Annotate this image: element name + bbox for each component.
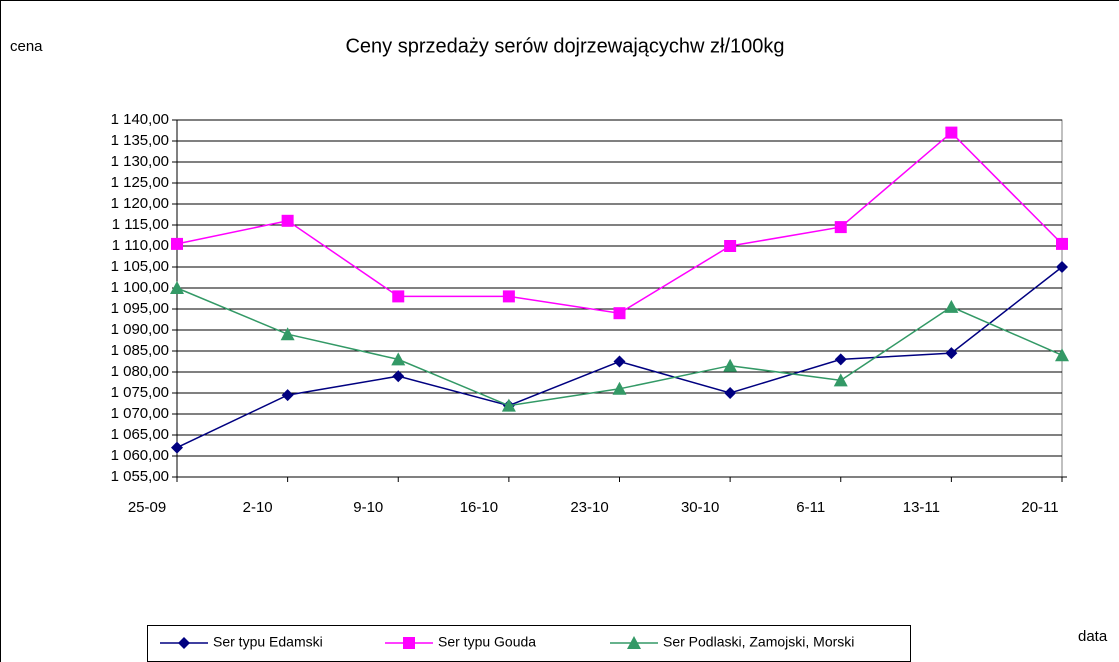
y-tick-label: 1 080,00 <box>111 363 169 380</box>
y-tick-label: 1 105,00 <box>111 258 169 275</box>
y-tick-label: 1 060,00 <box>111 447 169 464</box>
legend-marker <box>178 637 190 649</box>
y-tick-label: 1 070,00 <box>111 405 169 422</box>
legend-label: Ser Podlaski, Zamojski, Morski <box>663 634 854 650</box>
y-tick-label: 1 095,00 <box>111 300 169 317</box>
point-marker <box>1056 261 1068 273</box>
y-tick-label: 1 115,00 <box>112 216 169 233</box>
legend-marker <box>627 636 641 649</box>
legend-marker <box>403 637 415 649</box>
y-tick-label: 1 085,00 <box>111 342 169 359</box>
point-marker <box>612 381 627 395</box>
x-tick-label: 20-11 <box>1021 499 1058 516</box>
x-tick-label: 6-11 <box>796 499 825 516</box>
chart-title: Ceny sprzedaży serów dojrzewającychw zł/… <box>345 35 784 57</box>
y-tick-label: 1 065,00 <box>111 426 169 443</box>
x-tick-label: 13-11 <box>903 499 940 516</box>
y-tick-label: 1 075,00 <box>111 384 169 401</box>
x-tick-label: 25-09 <box>128 499 166 516</box>
point-marker <box>945 347 958 360</box>
point-marker <box>1056 237 1068 250</box>
x-tick-label: 30-10 <box>681 499 719 516</box>
y-tick-label: 1 140,00 <box>111 111 169 128</box>
x-tick-label: 23-10 <box>570 499 608 516</box>
y-tick-label: 1 125,00 <box>111 174 169 191</box>
point-marker <box>724 240 737 252</box>
y-tick-label: 1 090,00 <box>111 321 169 338</box>
point-marker <box>280 327 295 341</box>
point-marker <box>833 373 848 387</box>
x-tick-label: 2-10 <box>243 499 273 516</box>
point-marker <box>281 389 294 402</box>
point-marker <box>392 290 405 303</box>
legend-box <box>147 625 911 662</box>
point-marker <box>944 299 959 313</box>
y-tick-label: 1 120,00 <box>111 195 169 212</box>
point-marker <box>392 370 405 383</box>
point-marker <box>945 126 958 139</box>
x-tick-label: 9-10 <box>353 499 383 516</box>
point-marker <box>391 352 406 366</box>
y-tick-label: 1 130,00 <box>111 153 169 170</box>
legend-label: Ser typu Gouda <box>438 634 536 650</box>
point-marker <box>834 353 847 366</box>
point-marker <box>171 237 183 250</box>
point-marker <box>501 398 516 412</box>
y-tick-label: 1 100,00 <box>111 279 169 296</box>
y-tick-label: 1 135,00 <box>111 132 169 149</box>
y-tick-label: 1 055,00 <box>111 468 169 485</box>
point-marker <box>724 387 737 399</box>
x-tick-label: 16-10 <box>460 499 498 516</box>
point-marker <box>281 214 294 227</box>
point-marker <box>613 307 626 320</box>
point-marker <box>1055 348 1069 362</box>
point-marker <box>834 221 847 234</box>
y-tick-label: 1 110,00 <box>112 237 169 254</box>
x-axis-label: data <box>1078 628 1108 645</box>
point-marker <box>723 358 738 372</box>
point-marker <box>613 355 626 368</box>
legend-label: Ser typu Edamski <box>213 634 323 650</box>
point-marker <box>170 281 184 294</box>
point-marker <box>171 441 183 454</box>
y-axis-label: cena <box>10 38 43 55</box>
point-marker <box>502 290 515 303</box>
plot-area <box>176 119 1063 478</box>
